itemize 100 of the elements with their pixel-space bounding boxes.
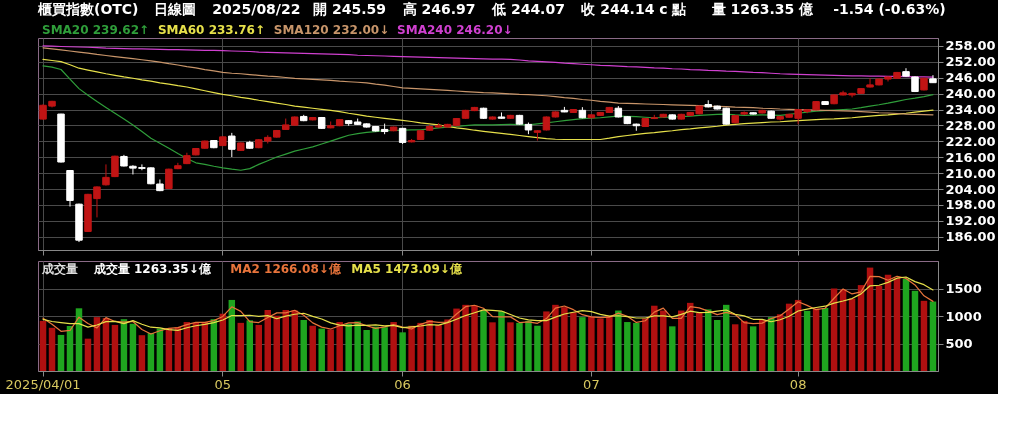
bar: [911, 290, 919, 371]
bar: [705, 309, 712, 371]
bar: [740, 320, 748, 371]
text: 日線圖: [154, 1, 197, 17]
line-series: [42, 58, 934, 141]
bar: [552, 304, 559, 371]
y-axis-title: 成交量: [41, 262, 78, 276]
y-tick-label: 216.00: [945, 149, 996, 165]
bar: [147, 332, 155, 371]
bar: [920, 300, 928, 371]
bar: [902, 279, 910, 371]
bar: [893, 277, 901, 371]
y-tick-label: 204.00: [945, 181, 996, 197]
bar: [417, 322, 424, 371]
bar: [507, 322, 514, 371]
bar: [300, 320, 307, 371]
bar: [579, 317, 586, 371]
bar: [408, 325, 415, 371]
bar: [651, 305, 658, 371]
bar: [390, 322, 397, 371]
bar: [309, 325, 316, 371]
bar: [471, 305, 478, 371]
y-tick-label: 1500: [945, 281, 982, 296]
bar: [803, 310, 811, 371]
bar: [336, 322, 343, 371]
bar: [327, 329, 334, 371]
bar: [354, 321, 361, 371]
y-tick-label: 228.00: [945, 117, 996, 133]
text: 低 244.07: [491, 1, 565, 17]
x-tick-label: 2025/04/01: [5, 376, 81, 392]
bar: [597, 318, 604, 371]
bar: [138, 335, 146, 371]
text: 成交量 1263.35↓億: [92, 262, 212, 276]
bar: [678, 310, 685, 371]
x-tick-label: 06: [394, 376, 411, 392]
bar: [57, 334, 65, 371]
bar: [318, 328, 325, 371]
y-tick-label: 500: [945, 336, 973, 351]
bar: [462, 304, 469, 371]
x-tick-label: 07: [583, 376, 600, 392]
bar: [111, 324, 119, 371]
bar: [624, 322, 631, 371]
bar: [291, 310, 298, 371]
text: 高 246.97: [402, 1, 476, 17]
bar: [498, 311, 505, 371]
bar: [543, 311, 550, 371]
y-tick-label: 210.00: [945, 165, 996, 181]
bar: [192, 322, 200, 371]
candlestick: [228, 132, 236, 158]
y-tick-label: 186.00: [945, 229, 996, 245]
y-tick-label: 252.00: [945, 54, 996, 70]
bar: [399, 332, 406, 371]
text: -1.54 (-0.63%): [833, 1, 946, 17]
y-tick-label: 258.00: [945, 38, 996, 54]
text: MA5 1473.09↓億: [351, 262, 463, 276]
bar: [696, 312, 703, 371]
bar: [570, 312, 577, 371]
text: SMA20 239.62↑: [42, 23, 150, 37]
bar: [633, 322, 640, 371]
bar: [929, 301, 937, 371]
bar: [875, 285, 883, 371]
y-tick-label: 246.00: [945, 70, 996, 86]
bar: [273, 315, 280, 371]
bar: [453, 308, 460, 371]
bar: [39, 320, 47, 371]
bar: [615, 310, 622, 371]
bar: [255, 324, 263, 371]
text: 開 245.59: [313, 1, 387, 17]
bar: [435, 324, 442, 371]
y-tick-label: 198.00: [945, 197, 996, 213]
text: MA2 1266.08↓億: [230, 262, 342, 276]
bar: [731, 324, 739, 371]
x-tick-label: 05: [214, 376, 232, 392]
line-series: [42, 65, 934, 171]
bar: [669, 326, 676, 371]
bar: [345, 323, 352, 371]
bar: [758, 320, 766, 371]
bar: [516, 322, 523, 371]
bar: [66, 326, 74, 371]
bar: [821, 307, 829, 371]
bar: [444, 319, 451, 371]
text: SMA120 232.00↓: [273, 23, 390, 37]
bar: [848, 298, 856, 371]
bar: [812, 308, 820, 371]
text: 量 1263.35 億: [710, 1, 815, 17]
bar: [713, 320, 721, 371]
bar: [525, 320, 532, 371]
series-label: SMA240 246.20↓: [397, 23, 513, 37]
bar: [749, 326, 757, 371]
bar: [606, 315, 613, 371]
candlestick: [102, 163, 110, 187]
bar: [588, 316, 595, 371]
bar: [480, 310, 487, 371]
chart-title: 櫃買指數(OTC): [37, 1, 139, 17]
bar: [489, 322, 496, 371]
bar: [129, 323, 137, 371]
bar: [534, 325, 541, 371]
bar: [660, 310, 667, 371]
bar: [642, 318, 649, 371]
bar: [48, 327, 56, 371]
